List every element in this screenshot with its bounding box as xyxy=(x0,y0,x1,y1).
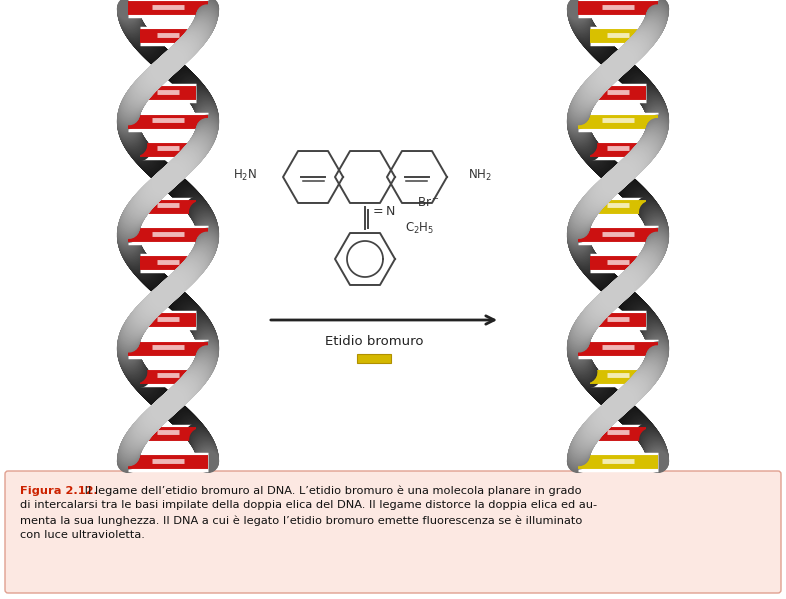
Text: con luce ultravioletta.: con luce ultravioletta. xyxy=(20,530,145,540)
Text: $=$N: $=$N xyxy=(370,205,395,218)
Text: di intercalarsi tra le basi impilate della doppia elica del DNA. Il legame disto: di intercalarsi tra le basi impilate del… xyxy=(20,501,597,510)
Bar xyxy=(357,354,391,363)
Text: Figura 2.12.: Figura 2.12. xyxy=(20,486,98,496)
Text: menta la sua lunghezza. Il DNA a cui è legato l’etidio bromuro emette fluorescen: menta la sua lunghezza. Il DNA a cui è l… xyxy=(20,515,582,525)
Text: NH$_2$: NH$_2$ xyxy=(468,168,492,183)
Text: Etidio bromuro: Etidio bromuro xyxy=(325,335,423,348)
Text: Il legame dell’etidio bromuro al DNA. L’etidio bromuro è una molecola planare in: Il legame dell’etidio bromuro al DNA. L’… xyxy=(81,486,582,497)
FancyBboxPatch shape xyxy=(5,471,781,593)
Text: H$_2$N: H$_2$N xyxy=(233,168,257,183)
Text: C$_2$H$_5$: C$_2$H$_5$ xyxy=(405,221,435,236)
Text: Br$^-$: Br$^-$ xyxy=(417,195,439,208)
